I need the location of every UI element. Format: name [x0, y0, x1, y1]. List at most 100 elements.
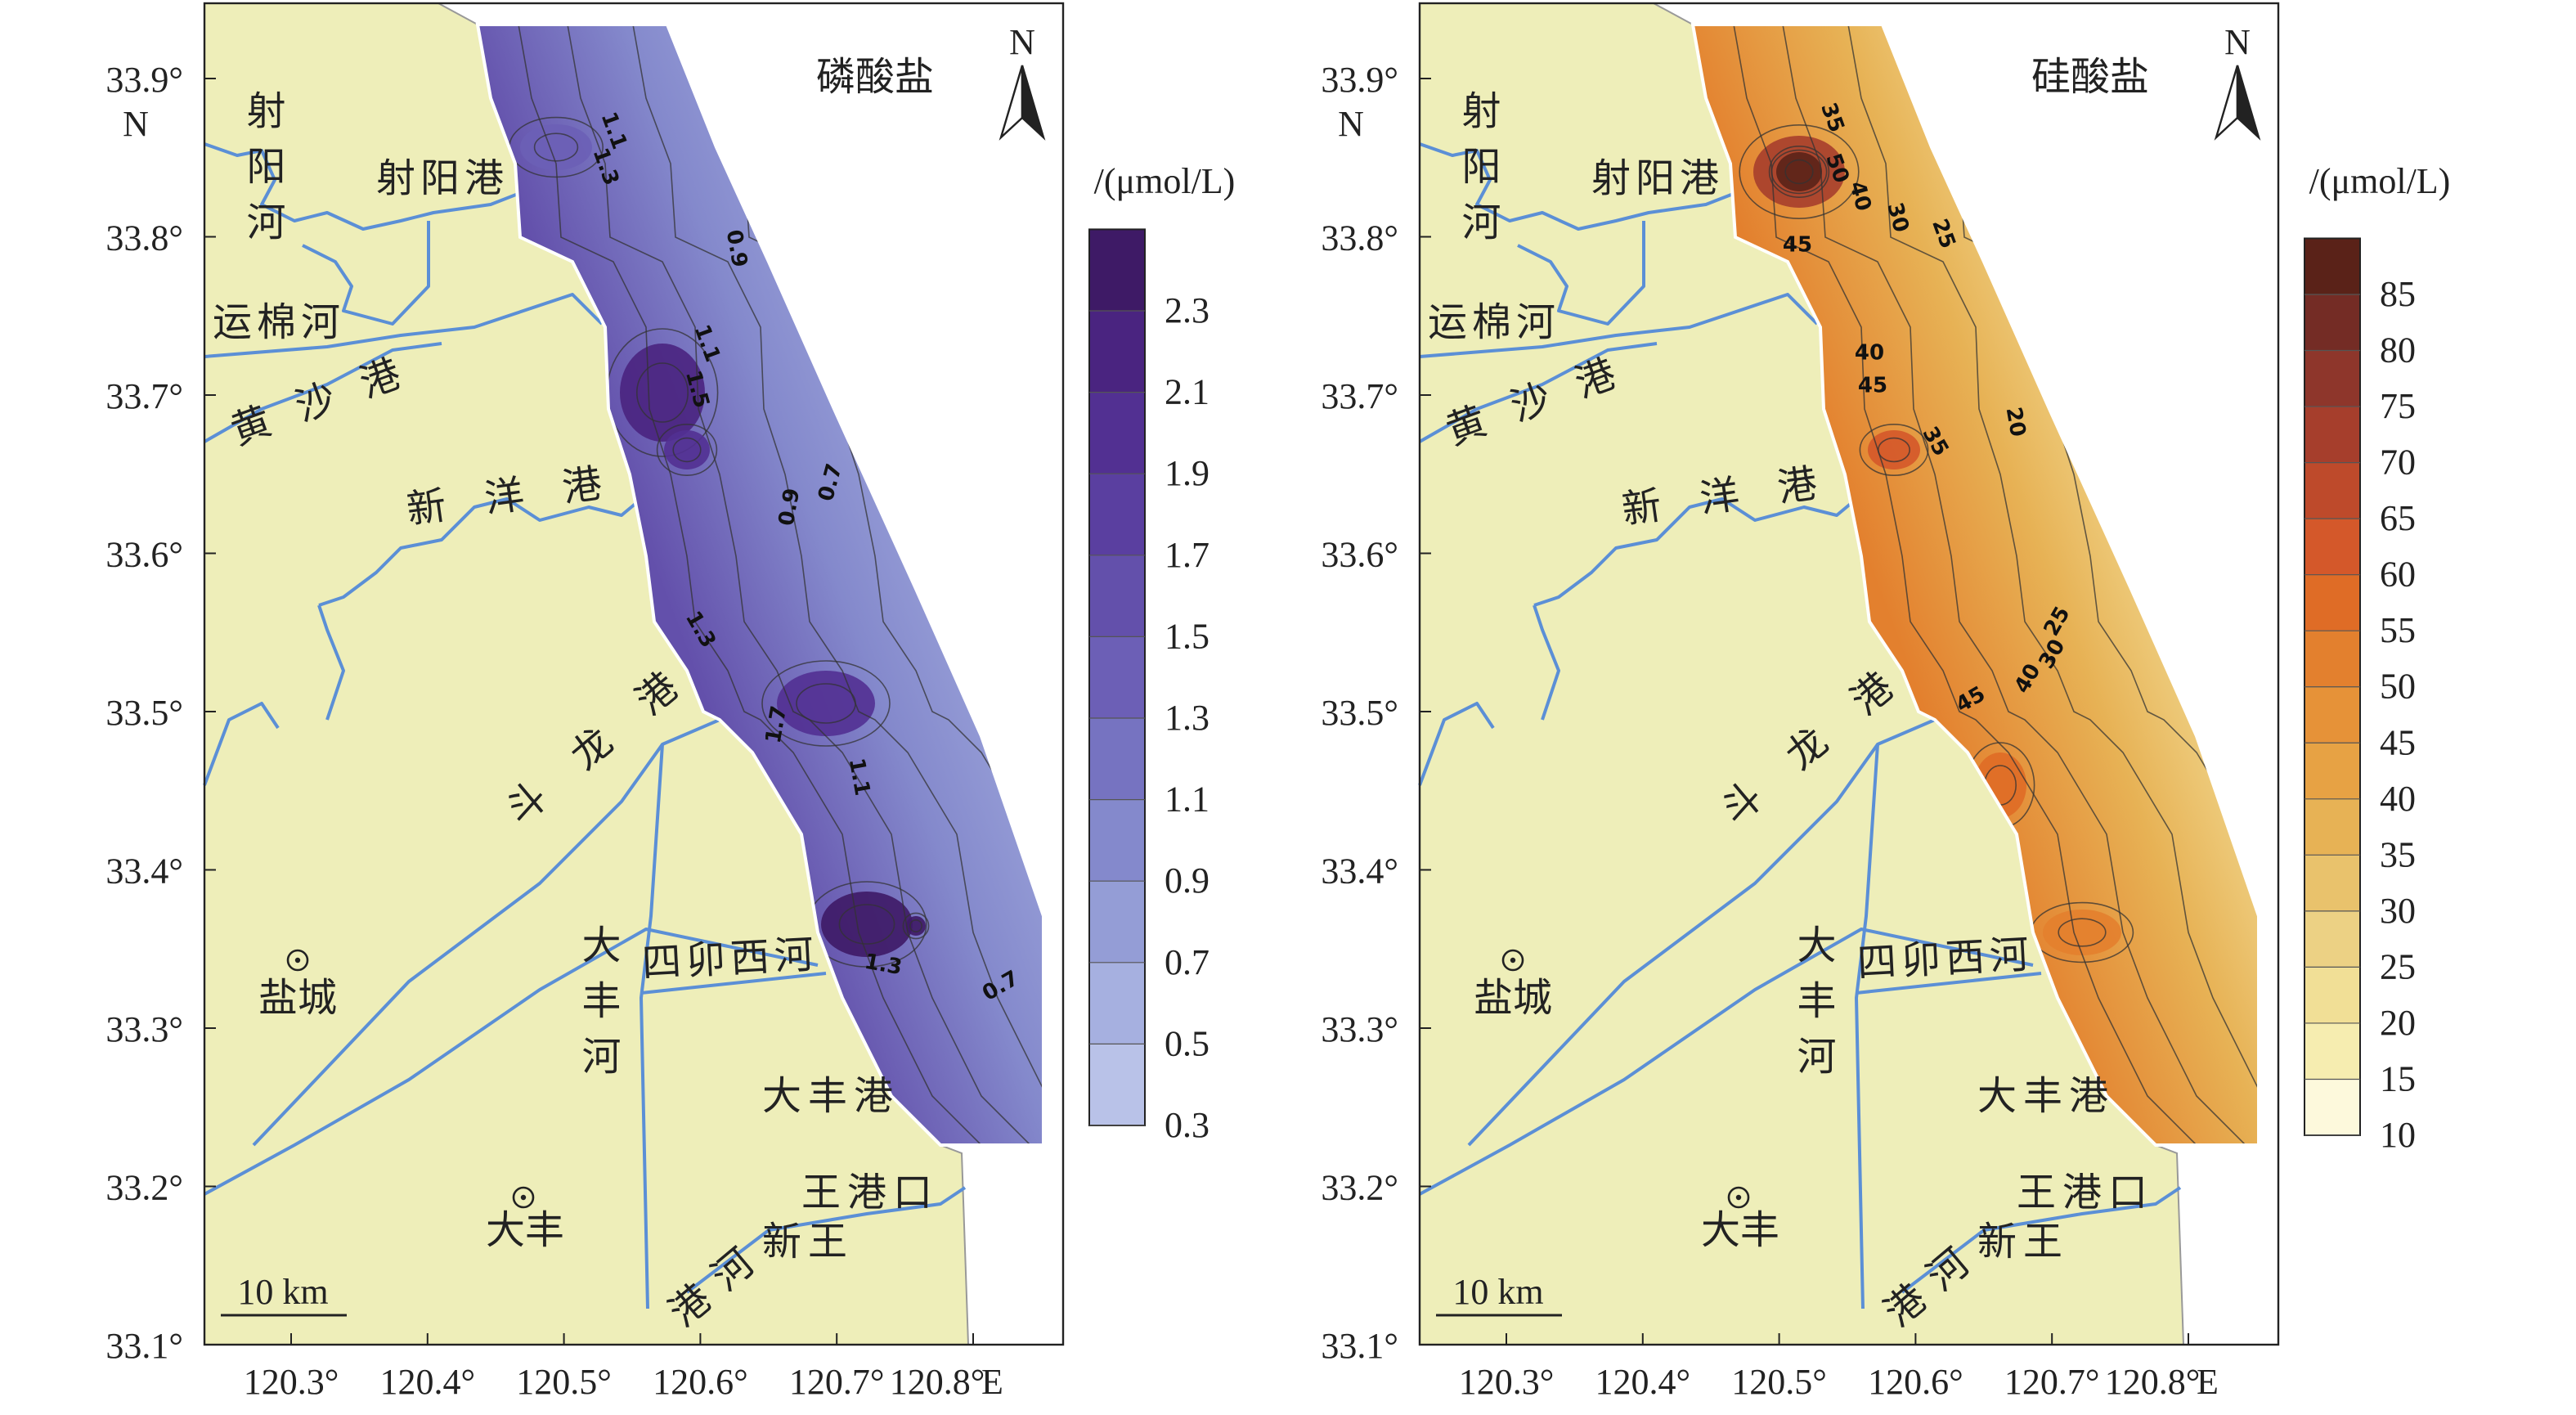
place-name: 大丰 [1701, 1209, 1779, 1252]
lat-tick-label: 33.6° [105, 535, 183, 575]
lat-tick-label: 33.1° [105, 1326, 183, 1366]
lat-tick-label: 33.7° [105, 376, 183, 416]
contour-line [1847, 25, 2259, 1145]
lon-tick-label: 120.6° [1868, 1362, 1963, 1402]
panel-title: 磷酸盐 [816, 56, 934, 99]
lon-tick-label: 120.8° [2105, 1362, 2201, 1402]
lat-tick-label: 33.8° [105, 218, 183, 258]
color-band [2304, 1022, 2360, 1080]
city-marker [1501, 949, 1524, 972]
contour-line [1733, 25, 2197, 1145]
color-band [1089, 636, 1145, 718]
place-name: 新王 [762, 1220, 854, 1264]
color-band [2304, 462, 2360, 519]
concentration-patch [664, 430, 710, 469]
lon-tick-label: 120.4° [1595, 1362, 1690, 1402]
colorbar-tick-label: 0.5 [1165, 1023, 1209, 1063]
contour-line [706, 25, 1043, 1145]
colorbar-tick-label: 85 [2380, 274, 2416, 314]
lon-tick-label: 120.3° [244, 1362, 339, 1402]
concentration-patch [1776, 152, 1822, 191]
color-band [2304, 519, 2360, 575]
contour-line [1921, 25, 2259, 1145]
contour-line [902, 912, 930, 940]
lon-tick-label: 120.3° [1459, 1362, 1555, 1402]
color-band [2304, 798, 2360, 856]
colorbar-tick-label: 1.3 [1165, 698, 1209, 738]
concentration-patch [821, 892, 913, 957]
lon-tick-label: 120.5° [516, 1362, 612, 1402]
north-label: N [1009, 22, 1035, 62]
place-name: 大丰河 [576, 924, 621, 1091]
place-name: 大丰港 [762, 1075, 900, 1118]
color-band [1089, 229, 1145, 311]
contour-line [672, 437, 702, 463]
concentration-patch [1868, 430, 1920, 469]
north-arrow [999, 65, 1024, 141]
lat-tick-label: 33.2° [105, 1168, 183, 1208]
north-arrow [2214, 65, 2239, 141]
place-name: 大丰港 [1977, 1075, 2115, 1118]
lon-tick-label: 120.8° [890, 1362, 985, 1402]
city-marker [286, 949, 309, 972]
contour-line [518, 25, 982, 1145]
colorbar-unit: /(μmol/L) [1094, 161, 1236, 201]
lat-tick-label: 33.1° [1321, 1326, 1398, 1366]
colorbar-tick-label: 1.1 [1165, 779, 1209, 820]
contour-line [567, 25, 1031, 1145]
colorbar-tick-label: 45 [2380, 722, 2416, 762]
place-name: 大丰 [486, 1209, 564, 1252]
colorbar-tick-label: 20 [2380, 1003, 2416, 1043]
lat-hemisphere: N [123, 104, 149, 144]
colorbar-tick-label: 25 [2380, 946, 2416, 986]
colorbar-tick-label: 15 [2380, 1058, 2416, 1098]
color-band [1089, 311, 1145, 393]
lat-tick-label: 33.4° [105, 851, 183, 892]
contour-line [1784, 159, 1814, 185]
colorbar-tick-label: 2.3 [1165, 290, 1209, 330]
colorbar-tick-label: 35 [2380, 834, 2416, 874]
colorbar-tick-label: 1.5 [1165, 616, 1209, 656]
color-band [2304, 1079, 2360, 1135]
color-band [1089, 799, 1145, 882]
colorbar-tick-label: 10 [2380, 1115, 2416, 1155]
color-band [2304, 743, 2360, 799]
place-name: 四卯西河 [641, 933, 819, 986]
concentration-patch [620, 344, 705, 442]
city-marker-dot [294, 957, 301, 964]
north-arrow-half [1021, 65, 1046, 141]
lat-tick-label: 33.3° [1321, 1009, 1398, 1049]
lon-tick-label: 120.4° [379, 1362, 475, 1402]
contour-line [2058, 918, 2107, 947]
colorbar-tick-label: 0.7 [1165, 942, 1209, 982]
colorbar-tick-label: 30 [2380, 891, 2416, 931]
colorbar-tick-label: 1.7 [1165, 535, 1209, 575]
color-band [1089, 1044, 1145, 1125]
panel-title: 硅酸盐 [2031, 56, 2149, 99]
place-name: 新王 [1977, 1220, 2069, 1264]
color-band [1089, 881, 1145, 963]
lon-tick-label: 120.7° [2004, 1362, 2100, 1402]
lat-tick-label: 33.2° [1321, 1168, 1398, 1208]
concentration-patch [520, 124, 592, 170]
lat-tick-label: 33.9° [105, 60, 183, 100]
place-name: 运棉河 [1428, 301, 1560, 344]
colorbar-tick-label: 0.3 [1165, 1105, 1209, 1145]
concentration-patch [777, 671, 875, 736]
colorbar-tick-label: 50 [2380, 667, 2416, 707]
colorbar-tick-label: 60 [2380, 555, 2416, 595]
phosphate-panel: 1.11.30.91.11.50.90.71.31.71.11.30.7射阳河射… [105, 2, 1236, 1402]
contour-line [533, 133, 579, 162]
color-band [2304, 238, 2360, 294]
colorbar-unit: /(μmol/L) [2309, 161, 2451, 201]
colorbar-tick-label: 2.1 [1165, 372, 1209, 412]
colorbar-tick-label: 1.9 [1165, 453, 1209, 493]
city-marker [1727, 1186, 1750, 1209]
color-band [2304, 967, 2360, 1023]
place-name: 射阳港 [1591, 157, 1724, 200]
north-label: N [2224, 22, 2251, 62]
lon-hemisphere: E [2197, 1362, 2219, 1402]
city-marker-dot [1735, 1194, 1742, 1201]
place-name: 运棉河 [213, 301, 345, 344]
scale-bar-label: 10 km [237, 1272, 328, 1312]
